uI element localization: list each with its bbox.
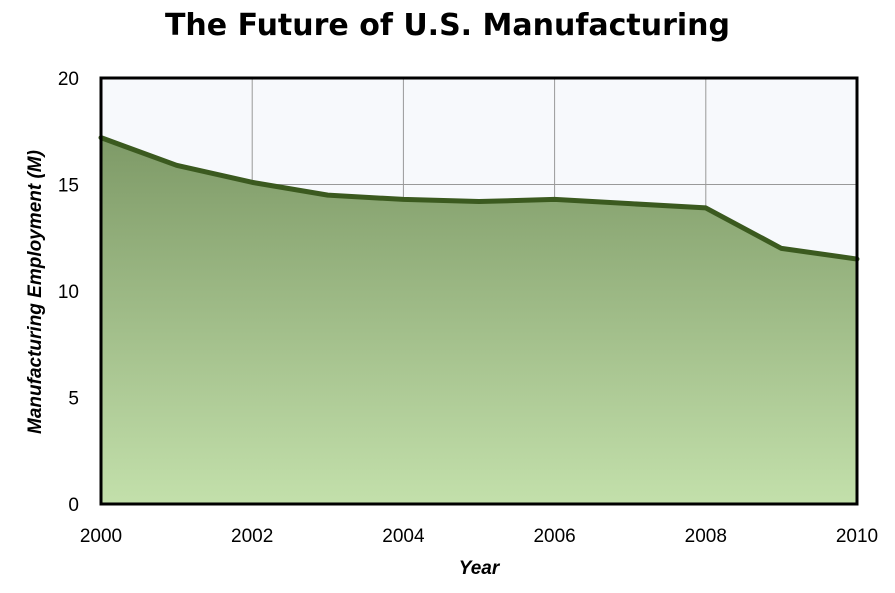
y-tick-label: 10 [58, 282, 79, 303]
x-tick-label: 2000 [80, 526, 122, 547]
x-tick-label: 2008 [685, 526, 727, 547]
data-point [779, 246, 783, 250]
data-point [704, 206, 708, 210]
y-tick-label: 20 [58, 69, 79, 90]
x-tick-label: 2002 [231, 526, 273, 547]
data-point [250, 180, 254, 184]
data-point [477, 200, 481, 204]
x-tick-label: 2006 [533, 526, 575, 547]
data-point [326, 193, 330, 197]
data-point [175, 163, 179, 167]
data-point [553, 197, 557, 201]
y-tick-label: 0 [68, 495, 79, 516]
y-tick-label: 5 [68, 389, 79, 410]
plot-border [99, 76, 859, 506]
data-point [401, 197, 405, 201]
x-axis-label: Year [458, 558, 500, 579]
data-point [628, 202, 632, 206]
y-tick-label: 15 [58, 176, 79, 197]
x-tick-label: 2010 [836, 526, 878, 547]
x-tick-label: 2004 [382, 526, 425, 547]
chart-title: The Future of U.S. Manufacturing [164, 8, 731, 43]
